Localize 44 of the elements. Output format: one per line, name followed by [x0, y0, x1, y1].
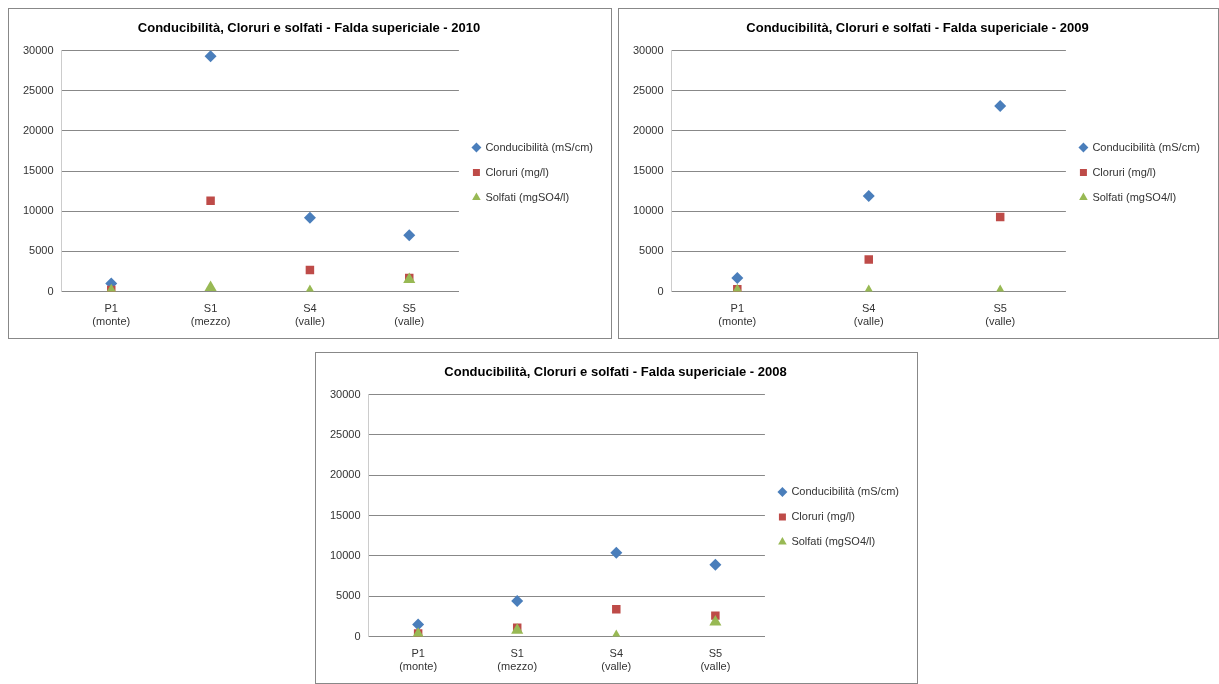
legend-label: Cloruri (mg/l) — [791, 510, 855, 523]
y-tick-label: 5000 — [639, 244, 664, 257]
x-tick-label: S5 (valle) — [700, 647, 731, 673]
y-tick-label: 10000 — [632, 204, 664, 217]
legend-label: Solfati (mgSO4/l) — [1092, 190, 1177, 203]
x-tick-label: S5 (valle) — [985, 302, 1016, 328]
x-tick-label: P1 (monte) — [399, 647, 438, 673]
y-tick-label: 0 — [354, 629, 361, 642]
x-tick-label: S4 (valle) — [294, 302, 325, 328]
x-tick-label: S1 (mezzo) — [497, 647, 538, 673]
y-tick-label: 30000 — [329, 387, 361, 400]
y-tick-label: 20000 — [22, 123, 54, 136]
legend-label: Solfati (mgSO4/l) — [485, 190, 570, 203]
legend-label: Solfati (mgSO4/l) — [791, 535, 876, 548]
legend-label: Cloruri (mg/l) — [485, 165, 549, 178]
x-tick-label: S1 (mezzo) — [190, 302, 231, 328]
y-tick-label: 15000 — [632, 164, 664, 177]
y-tick-label: 15000 — [329, 508, 361, 521]
y-tick-label: 30000 — [22, 43, 54, 56]
y-tick-label: 0 — [657, 284, 664, 297]
x-tick-label: S4 (valle) — [853, 302, 884, 328]
y-tick-label: 30000 — [632, 43, 664, 56]
legend-label: Cloruri (mg/l) — [1092, 165, 1156, 178]
y-tick-label: 5000 — [29, 244, 54, 257]
x-tick-label: S4 (valle) — [601, 647, 632, 673]
y-tick-label: 25000 — [329, 427, 361, 440]
chart-title: Conducibilità, Cloruri e solfati - Falda supericiale - 2009 — [746, 20, 1089, 36]
y-tick-label: 20000 — [329, 468, 361, 481]
legend-label: Conducibilità (mS/cm) — [485, 140, 594, 153]
chart-title: Conducibilità, Cloruri e solfati - Falda supericiale - 2010 — [137, 20, 481, 36]
legend-label: Conducibilità (mS/cm) — [791, 485, 900, 498]
x-tick-label: P1 (monte) — [92, 302, 131, 328]
y-tick-label: 10000 — [22, 204, 54, 217]
x-tick-label: P1 (monte) — [718, 302, 757, 328]
y-tick-label: 0 — [47, 284, 54, 297]
x-tick-label: S5 (valle) — [394, 302, 425, 328]
y-tick-label: 10000 — [329, 548, 361, 561]
chart-title: Conducibilità, Cloruri e solfati - Falda supericiale - 2008 — [444, 364, 787, 380]
y-tick-label: 25000 — [632, 83, 664, 96]
y-tick-label: 25000 — [22, 83, 54, 96]
y-tick-label: 5000 — [336, 589, 361, 602]
legend-label: Conducibilità (mS/cm) — [1092, 140, 1201, 153]
y-tick-label: 20000 — [632, 123, 664, 136]
y-tick-label: 15000 — [22, 164, 54, 177]
